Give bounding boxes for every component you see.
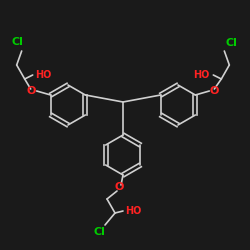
Text: HO: HO — [193, 70, 209, 80]
Text: Cl: Cl — [226, 38, 237, 48]
Text: O: O — [114, 182, 124, 192]
Text: O: O — [27, 86, 36, 96]
Text: Cl: Cl — [93, 227, 105, 237]
Text: O: O — [210, 86, 219, 96]
Text: Cl: Cl — [12, 37, 24, 47]
Text: HO: HO — [125, 206, 142, 216]
Text: HO: HO — [35, 70, 51, 80]
